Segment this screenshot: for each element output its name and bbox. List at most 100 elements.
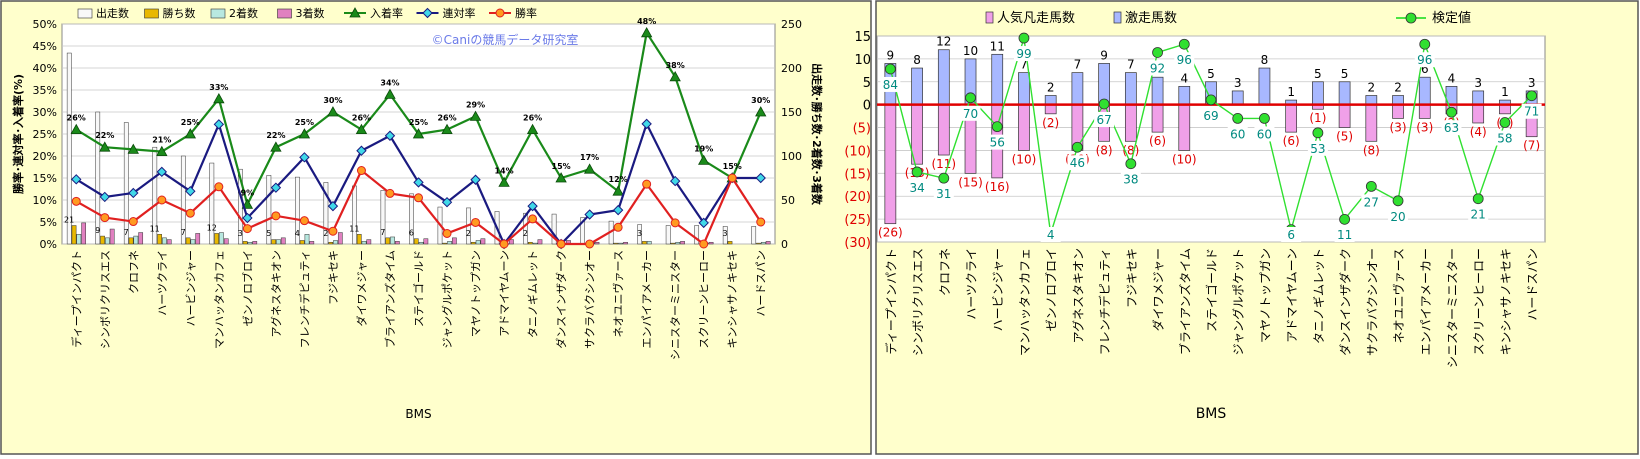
- point-検定値: [1365, 180, 1377, 192]
- right-x-category-label: ステイゴールド: [1204, 248, 1219, 332]
- x-category-label: ゼンノロブロイ: [240, 250, 254, 326]
- top-count-label: 5: [1314, 67, 1322, 81]
- bar-人気凡走馬数: [1418, 104, 1431, 119]
- left-ytick-label: 0%: [40, 238, 57, 251]
- point-勝率: [385, 188, 395, 198]
- bar-value-label: 11: [150, 224, 160, 233]
- bar-激走馬数: [1472, 90, 1485, 106]
- bar-2着数: [105, 237, 110, 245]
- value-label-box: [1147, 60, 1168, 76]
- right-x-category-label: サクラバクシンオー: [1365, 248, 1379, 356]
- bar-3着数: [680, 241, 685, 245]
- value-label-box: [1013, 46, 1034, 62]
- bar-2着数: [133, 235, 139, 245]
- bar-激走馬数: [1258, 67, 1271, 106]
- bar-激走馬数: [1231, 90, 1244, 106]
- x-category-label: ジャングルポケット: [440, 250, 454, 348]
- point-連対率: [384, 130, 396, 141]
- point-勝率: [242, 224, 252, 234]
- point-検定値: [991, 121, 1003, 133]
- x-category-label: ブライアンズタイム: [383, 250, 397, 348]
- x-category-label: アグネスタキオン: [269, 250, 283, 337]
- right-x-category-label: タニノギムレット: [1312, 248, 1326, 344]
- bottom-count-label: (3): [1390, 120, 1407, 134]
- bar-3着数: [280, 237, 286, 245]
- point-勝率: [727, 173, 737, 183]
- bar-3着数: [395, 241, 400, 245]
- bottom-count-label: (1): [1309, 111, 1326, 125]
- point-勝率: [471, 217, 481, 227]
- bottom-count-label: (10): [1012, 152, 1037, 166]
- line-value-label: 34: [909, 181, 924, 195]
- rate-label: 26%: [523, 114, 542, 123]
- x-category-label: ハービンジャー: [184, 250, 197, 326]
- point-連対率: [441, 196, 453, 208]
- right-x-category-label: ハービンジャー: [991, 248, 1005, 331]
- top-count-label: 6: [1421, 62, 1429, 76]
- bar-人気凡走馬数: [1365, 104, 1378, 142]
- bar-激走馬数: [1365, 95, 1378, 106]
- point-連対率: [755, 172, 766, 184]
- left-ytick-label: 25%: [33, 128, 57, 141]
- bar-出走数: [694, 225, 700, 245]
- point-検定値: [1232, 113, 1244, 124]
- bar-激走馬数: [1044, 95, 1057, 106]
- top-count-label: 10: [963, 44, 978, 58]
- line-value-label: 92: [1150, 61, 1165, 75]
- line-value-label: 56: [990, 136, 1005, 150]
- bar-3着数: [309, 241, 315, 245]
- bar-激走馬数: [1151, 76, 1164, 106]
- bottom-count-label: (10): [1172, 152, 1197, 166]
- legend-label: 勝ち数: [163, 6, 196, 20]
- legend-swatch-人気凡走馬数: [985, 11, 994, 24]
- right-ytick-label: 5: [863, 76, 871, 91]
- bar-勝ち数: [528, 241, 533, 245]
- left-ytick-label: 20%: [33, 150, 57, 163]
- bar-3着数: [366, 239, 372, 245]
- point-検定値: [1152, 47, 1163, 58]
- bar-3着数: [166, 239, 172, 245]
- bar-勝ち数: [727, 241, 733, 245]
- point-入着率: [99, 141, 111, 152]
- rate-label: 38%: [666, 61, 685, 70]
- point-勝率: [642, 179, 652, 189]
- x-category-label: ネオユニヴァース: [611, 250, 625, 337]
- legend-marker-入着率: [349, 7, 361, 18]
- right-x-category-label: クロフネ: [938, 248, 952, 296]
- rate-label: 17%: [580, 153, 599, 162]
- bar-2着数: [276, 239, 281, 245]
- rate-label: 33%: [209, 83, 228, 92]
- point-入着率: [555, 172, 567, 183]
- bottom-count-label: (26): [878, 226, 903, 240]
- bar-人気凡走馬数: [884, 104, 897, 225]
- bar-出走数: [152, 146, 158, 245]
- point-連対率: [669, 175, 681, 187]
- bottom-count-label: (8): [1096, 143, 1113, 157]
- top-count-label: 2: [1394, 81, 1402, 95]
- top-count-label: 7: [1074, 58, 1082, 72]
- bar-激走馬数: [1312, 81, 1324, 106]
- bottom-count-label: (16): [985, 180, 1010, 194]
- value-label-box: [1174, 52, 1195, 68]
- rate-label: 21%: [152, 136, 171, 145]
- bar-value-label: 7: [181, 228, 186, 237]
- right-x-category-label: ハードスパン: [1526, 248, 1540, 321]
- bar-勝ち数: [157, 234, 162, 245]
- rate-label: 12%: [609, 175, 628, 184]
- top-count-label: 12: [936, 35, 951, 49]
- right-x-category-label: ダイワメジャー: [1151, 248, 1166, 331]
- point-検定値: [1259, 113, 1270, 124]
- bar-value-label: 3: [238, 229, 243, 238]
- rate-label: 26%: [67, 114, 86, 123]
- point-連対率: [698, 217, 709, 229]
- top-count-label: 7: [1020, 58, 1028, 72]
- point-勝率: [157, 195, 167, 205]
- point-入着率: [327, 106, 339, 117]
- bar-value-label: 2: [523, 229, 528, 238]
- top-count-label: 7: [1127, 58, 1135, 72]
- legend-marker-検定値: [1405, 12, 1417, 24]
- line-value-label: 63: [1444, 121, 1459, 135]
- legend-label: 検定値: [1432, 10, 1471, 26]
- point-検定値: [1312, 127, 1324, 139]
- bar-value-label: 11: [349, 224, 359, 233]
